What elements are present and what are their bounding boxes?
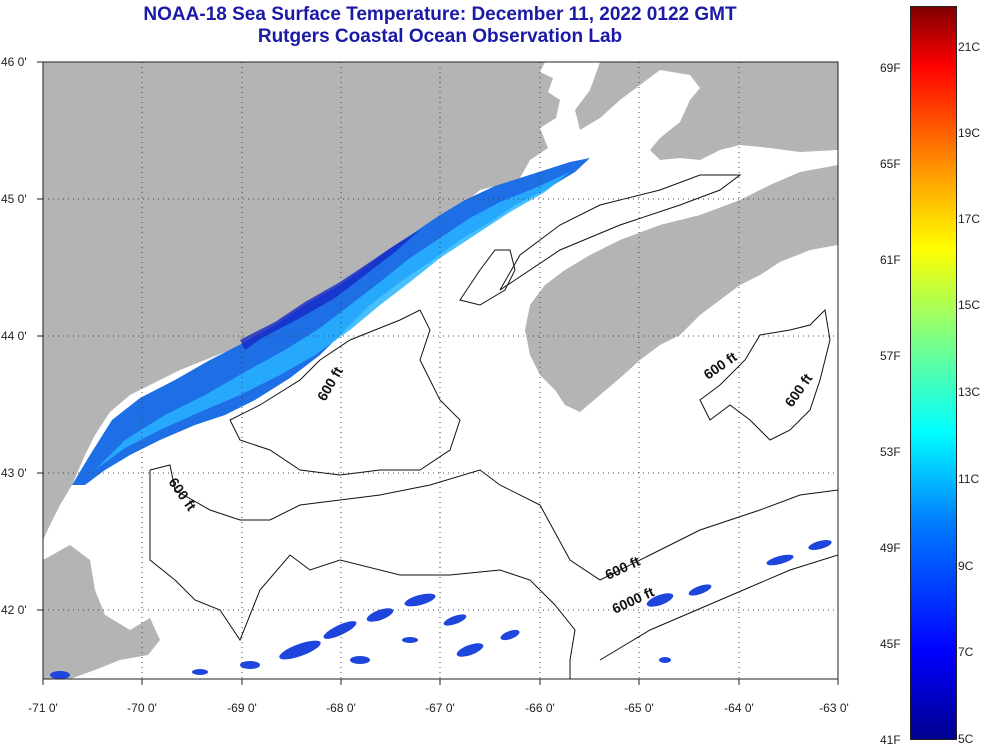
colorbar-f-label: 65F [880, 157, 901, 171]
y-tick-label: 45 0' [1, 192, 27, 206]
colorbar-c-label: 9C [958, 559, 974, 573]
axis-ticks [37, 61, 839, 685]
colorbar-c-label: 19C [958, 126, 981, 140]
colorbar-c-label: 13C [958, 385, 981, 399]
map-title: NOAA-18 Sea Surface Temperature: Decembe… [143, 4, 737, 25]
x-tick-label: -64 0' [724, 701, 754, 715]
colorbar-c-label: 15C [958, 298, 981, 312]
map-subtitle: Rutgers Coastal Ocean Observation Lab [257, 26, 623, 47]
colorbar-f-label: 49F [880, 541, 901, 555]
sst-coastal-band-cold [240, 230, 420, 350]
colorbar-f-label: 53F [880, 445, 901, 459]
sst-coastal-band-warm [95, 172, 570, 470]
land-maine [43, 62, 560, 540]
sst-georges-patches [50, 540, 832, 679]
y-tick-label: 42 0' [1, 603, 27, 617]
colorbar-f-label: 57F [880, 349, 901, 363]
x-tick-label: -68 0' [326, 701, 356, 715]
colorbar-c-label: 11C [958, 472, 980, 486]
temperature-colorbar [910, 6, 957, 740]
x-tick-label: -70 0' [127, 701, 157, 715]
depth-contours [149, 174, 838, 679]
x-tick-label: -65 0' [624, 701, 654, 715]
colorbar-f-label: 41F [880, 733, 901, 747]
colorbar-f-label: 69F [880, 61, 901, 75]
x-tick-label: -66 0' [525, 701, 555, 715]
colorbar-c-label: 7C [958, 645, 974, 659]
y-tick-label: 43 0' [1, 466, 27, 480]
colorbar-f-label: 61F [880, 253, 901, 267]
land-nova-scotia [525, 165, 838, 412]
x-tick-label: -69 0' [227, 701, 257, 715]
x-tick-label: -67 0' [425, 701, 455, 715]
colorbar-c-label: 17C [958, 212, 981, 226]
colorbar-c-label: 21C [958, 40, 981, 54]
land-new-brunswick [575, 62, 838, 160]
land-massachusetts [43, 545, 160, 679]
x-tick-label: -71 0' [28, 701, 58, 715]
y-tick-label: 44 0' [1, 329, 27, 343]
y-tick-label: 46 0' [1, 55, 27, 69]
colorbar-c-label: 5C [958, 732, 974, 746]
colorbar-f-label: 45F [880, 637, 901, 651]
x-tick-label: -63 0' [819, 701, 849, 715]
